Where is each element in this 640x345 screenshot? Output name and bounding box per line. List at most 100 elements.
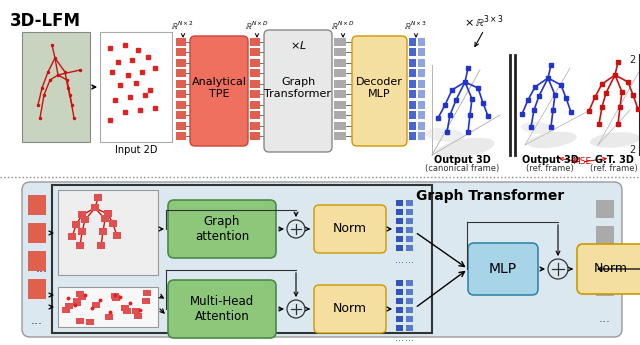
Bar: [409, 38, 416, 46]
FancyBboxPatch shape: [314, 205, 386, 253]
Bar: [22, 32, 90, 142]
Bar: [418, 59, 425, 67]
Bar: [250, 48, 260, 57]
Bar: [142, 298, 150, 304]
Bar: [596, 200, 614, 218]
Text: Norm: Norm: [333, 303, 367, 315]
Bar: [406, 218, 413, 224]
Text: Multi-Head
Attention: Multi-Head Attention: [190, 295, 254, 323]
Text: Graph
Transformer: Graph Transformer: [264, 77, 332, 99]
Text: (canonical frame): (canonical frame): [425, 164, 499, 172]
Bar: [418, 80, 425, 88]
Bar: [396, 236, 403, 242]
Bar: [334, 101, 346, 109]
Bar: [176, 48, 186, 57]
Bar: [406, 209, 413, 215]
Bar: [409, 48, 416, 57]
Bar: [97, 242, 105, 249]
Text: ...: ...: [31, 314, 43, 326]
FancyBboxPatch shape: [577, 244, 640, 294]
Bar: [596, 278, 614, 296]
Bar: [406, 280, 413, 286]
Bar: [104, 210, 112, 217]
Text: $\mathbb{R}^{N\times 2}$: $\mathbb{R}^{N\times 2}$: [172, 20, 195, 32]
Text: 2: 2: [630, 145, 636, 155]
Bar: [68, 233, 76, 240]
Ellipse shape: [590, 132, 640, 148]
Bar: [86, 319, 94, 325]
Bar: [250, 59, 260, 67]
Bar: [76, 318, 84, 324]
Bar: [396, 280, 403, 286]
Bar: [406, 325, 413, 331]
Bar: [52, 185, 432, 333]
Bar: [176, 59, 186, 67]
FancyBboxPatch shape: [468, 243, 538, 295]
Bar: [418, 121, 425, 130]
Bar: [334, 132, 346, 140]
Bar: [406, 200, 413, 206]
Bar: [396, 307, 403, 313]
Bar: [58, 287, 158, 327]
Bar: [132, 308, 140, 314]
Bar: [406, 289, 413, 295]
Bar: [250, 80, 260, 88]
Bar: [176, 132, 186, 140]
Bar: [418, 132, 425, 140]
Bar: [250, 38, 260, 46]
Bar: [418, 38, 425, 46]
Text: Output 3D: Output 3D: [434, 155, 490, 165]
Text: $\times L$: $\times L$: [289, 39, 307, 51]
Bar: [176, 38, 186, 46]
Bar: [28, 251, 46, 271]
Bar: [28, 195, 46, 215]
Text: Norm: Norm: [333, 223, 367, 236]
Text: (ref. frame): (ref. frame): [590, 164, 638, 172]
Bar: [334, 90, 346, 98]
Text: ...: ...: [394, 333, 403, 343]
Bar: [406, 227, 413, 233]
Bar: [94, 194, 102, 201]
FancyBboxPatch shape: [314, 285, 386, 333]
Bar: [406, 316, 413, 322]
Bar: [78, 211, 86, 218]
Text: ...: ...: [599, 312, 611, 325]
Bar: [396, 245, 403, 251]
Bar: [396, 218, 403, 224]
Bar: [396, 209, 403, 215]
Text: $\mathbb{R}^{N\times D}$: $\mathbb{R}^{N\times D}$: [245, 20, 269, 32]
Bar: [143, 290, 152, 296]
Bar: [250, 121, 260, 130]
Bar: [250, 101, 260, 109]
Bar: [396, 289, 403, 295]
Bar: [418, 90, 425, 98]
Bar: [406, 298, 413, 304]
Bar: [74, 298, 81, 304]
Bar: [334, 80, 346, 88]
Bar: [409, 111, 416, 119]
Bar: [418, 111, 425, 119]
Bar: [113, 232, 121, 239]
Bar: [418, 48, 425, 57]
Text: $\mathbb{R}^{N\times D}$: $\mathbb{R}^{N\times D}$: [331, 20, 355, 32]
Bar: [105, 314, 113, 320]
Bar: [123, 308, 131, 314]
Bar: [65, 303, 73, 309]
Bar: [596, 252, 614, 270]
Ellipse shape: [425, 128, 465, 142]
Bar: [28, 279, 46, 299]
Text: $\times\,\mathbb{R}^{3\times 3}$: $\times\,\mathbb{R}^{3\times 3}$: [464, 14, 504, 30]
Bar: [409, 121, 416, 130]
Bar: [334, 69, 346, 77]
Bar: [58, 190, 158, 275]
Bar: [74, 300, 81, 306]
Text: 3D-LFM: 3D-LFM: [10, 12, 81, 30]
Bar: [91, 204, 99, 211]
Bar: [99, 228, 107, 235]
Bar: [409, 132, 416, 140]
Bar: [176, 69, 186, 77]
Bar: [334, 59, 346, 67]
Ellipse shape: [435, 138, 495, 158]
Ellipse shape: [527, 132, 577, 148]
Text: ...: ...: [36, 262, 48, 275]
